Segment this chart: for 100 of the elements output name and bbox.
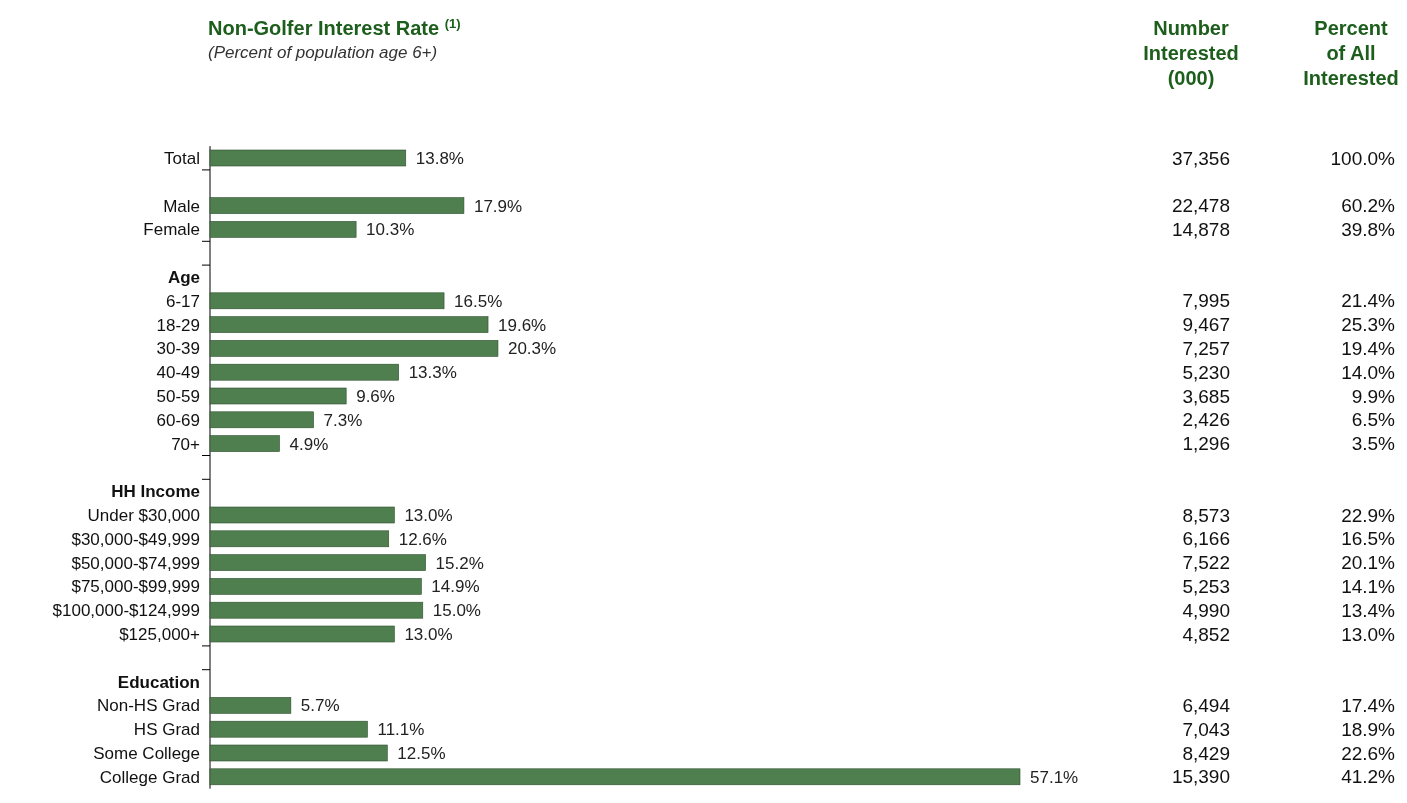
text: 8,573 (1182, 504, 1230, 526)
text: 9.9% (1351, 385, 1396, 407)
y-tick-label: Education (117, 672, 200, 692)
bar (209, 720, 368, 738)
y-tick-label: 6-17 (165, 291, 200, 311)
text: 5,230 (1182, 361, 1230, 383)
data-label: 12.5% (397, 743, 446, 763)
text: 1,296 (1182, 433, 1230, 455)
data-label: 19.6% (498, 315, 547, 335)
bar (209, 625, 395, 643)
y-tick-label: Under $30,000 (87, 505, 200, 525)
y-tick-label: 40-49 (156, 363, 200, 383)
bar (209, 387, 347, 405)
text: 13.4% (1341, 599, 1396, 621)
bar (209, 768, 1021, 786)
text: 3,685 (1182, 385, 1230, 407)
bar (209, 578, 422, 595)
y-tick-label: 30-39 (156, 339, 200, 359)
data-label: 12.6% (398, 529, 447, 549)
text: 7,995 (1182, 290, 1230, 312)
y-tick-label: HH Income (111, 482, 200, 502)
bar (209, 554, 426, 571)
y-tick-label: $50,000-$74,999 (71, 553, 200, 573)
text: 7,522 (1182, 552, 1230, 574)
data-label: 13.0% (404, 624, 453, 644)
text: 22.9% (1341, 504, 1396, 526)
data-label: 11.1% (377, 720, 425, 740)
bar (209, 435, 280, 452)
text: 15,390 (1171, 766, 1230, 788)
y-tick-label: 70+ (171, 434, 201, 454)
chart-subtitle: (Percent of population age 6+) (208, 43, 438, 62)
data-label: 17.9% (473, 196, 523, 216)
data-label: 20.3% (507, 339, 557, 359)
bar (209, 506, 395, 524)
y-tick-label: College Grad (99, 767, 200, 787)
text: 25.3% (1341, 314, 1396, 336)
text: 22.6% (1341, 742, 1396, 764)
data-label: 13.3% (408, 363, 457, 383)
y-tick-label: HS Grad (133, 720, 200, 740)
data-label: 10.3% (366, 220, 415, 240)
text: 5,253 (1182, 576, 1230, 598)
data-label: 4.9% (289, 434, 329, 454)
y-tick-label: Male (163, 196, 200, 216)
text: 22,478 (1171, 195, 1230, 217)
data-label: 9.6% (356, 386, 395, 406)
text: Number Interested (000) (1143, 17, 1239, 89)
text: 7,257 (1182, 338, 1230, 360)
y-tick-label: 50-59 (156, 386, 200, 406)
bar (209, 530, 390, 548)
bar (209, 221, 357, 238)
text: 6,494 (1182, 695, 1231, 717)
text: 41.2% (1341, 766, 1396, 788)
text: 2,426 (1182, 409, 1230, 431)
text: Percent of All Interested (1303, 17, 1399, 89)
text: 9,467 (1182, 314, 1230, 336)
data-label: 15.0% (432, 601, 481, 621)
data-label: 5.7% (300, 696, 340, 716)
y-tick-label: Total (164, 148, 200, 168)
text: 18.9% (1341, 718, 1396, 740)
text: 14,878 (1171, 219, 1230, 241)
text: 39.8% (1341, 219, 1396, 241)
text: 19.4% (1341, 338, 1396, 360)
bar (209, 292, 445, 310)
text: 17.4% (1341, 695, 1396, 717)
y-tick-label: Age (167, 267, 200, 287)
bar (209, 316, 489, 333)
data-label: 16.5% (454, 291, 503, 311)
y-tick-label: $75,000-$99,999 (71, 577, 200, 597)
bar (209, 697, 292, 714)
text: 14.0% (1341, 361, 1396, 383)
text: 14.1% (1341, 576, 1396, 598)
text: 3.5% (1351, 433, 1396, 455)
y-tick-label: $125,000+ (119, 624, 201, 644)
y-tick-label: $100,000-$124,999 (52, 601, 200, 621)
text: 100.0% (1330, 147, 1396, 169)
text: 4,852 (1182, 623, 1230, 645)
y-tick-label: Some College (93, 743, 200, 763)
y-tick-label: Non-HS Grad (97, 696, 200, 716)
text: 21.4% (1341, 290, 1396, 312)
bar (209, 197, 465, 214)
text: 16.5% (1341, 528, 1396, 550)
text: 13.0% (1341, 623, 1396, 645)
text: 4,990 (1182, 599, 1230, 621)
text: 6.5% (1351, 409, 1396, 431)
bar (209, 340, 499, 357)
y-tick-label: 60-69 (156, 410, 200, 430)
text: 37,356 (1171, 147, 1230, 169)
text: 7,043 (1182, 718, 1230, 740)
bar (209, 363, 399, 381)
bar (209, 411, 314, 429)
bar (209, 744, 388, 762)
data-label: 13.8% (415, 148, 464, 168)
text: 20.1% (1341, 552, 1396, 574)
text: 6,166 (1182, 528, 1230, 550)
bar (209, 601, 424, 619)
data-label: 14.9% (431, 577, 480, 597)
chart-title: Non-Golfer Interest Rate $^{(1)}$ (208, 15, 461, 39)
text: 8,429 (1182, 742, 1230, 764)
text: 60.2% (1341, 195, 1396, 217)
data-label: 7.3% (323, 410, 363, 430)
